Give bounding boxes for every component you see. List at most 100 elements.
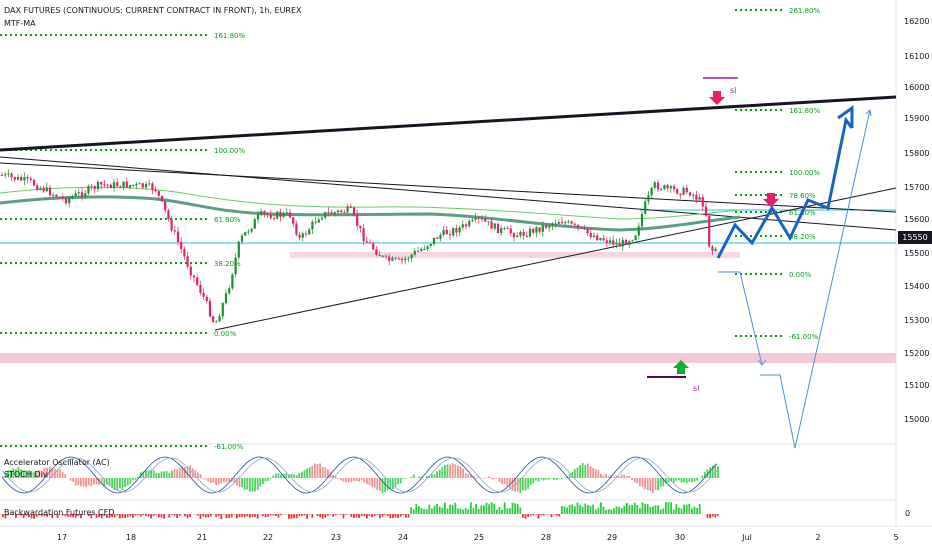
stoch-indicator-label[interactable]: STOCH Div xyxy=(4,470,48,479)
backwardation-bar xyxy=(542,514,545,516)
ac-bar xyxy=(350,478,353,482)
backwardation-bar xyxy=(532,514,535,516)
candle-body xyxy=(669,186,672,189)
candle-body xyxy=(656,182,660,190)
ac-bar xyxy=(202,478,204,479)
backwardation-bar xyxy=(295,514,298,519)
ac-bar xyxy=(303,470,306,478)
backwardation-bar xyxy=(459,508,462,514)
time-tick-label: 5 xyxy=(893,533,898,542)
time-tick-label: 25 xyxy=(474,533,484,542)
time-axis: 17 18 21 22 23 24 25 28 29 30 Jul 2 5 xyxy=(57,533,899,542)
candle-body xyxy=(317,219,320,223)
backwardation-bar xyxy=(4,514,7,519)
backwardation-bar xyxy=(646,504,649,514)
backwardation-bar xyxy=(160,514,163,518)
backwardation-bar xyxy=(95,514,98,518)
candle-body xyxy=(138,183,141,185)
ac-bar xyxy=(236,478,238,486)
ac-bar xyxy=(527,478,529,489)
backwardation-bar xyxy=(100,514,103,519)
ac-bar xyxy=(600,473,602,478)
ac-bar xyxy=(516,478,519,492)
ac-bar xyxy=(111,478,113,488)
ac-bar xyxy=(275,473,277,478)
ac-bar xyxy=(158,473,160,478)
candle-body xyxy=(359,225,362,229)
backwardation-bar xyxy=(246,514,249,517)
ac-indicator-label[interactable]: Accelerator Oscillator (AC) xyxy=(4,458,110,467)
ac-bar xyxy=(7,470,9,478)
backwardation-bar xyxy=(243,514,246,518)
ac-bar xyxy=(210,478,212,483)
backwardation-bar xyxy=(454,502,457,514)
candle-body xyxy=(477,217,480,219)
upper-trendline[interactable] xyxy=(0,95,897,152)
ac-bar xyxy=(319,463,321,478)
backwardation-bar xyxy=(425,509,428,514)
ac-bar xyxy=(496,478,498,479)
backwardation-bar xyxy=(35,514,38,517)
ac-bar xyxy=(56,469,59,478)
ac-bar xyxy=(87,478,90,486)
backwardation-bar xyxy=(152,514,155,517)
backwardation-bar xyxy=(275,514,277,516)
candle-body xyxy=(464,224,468,227)
candle-body xyxy=(96,181,100,190)
ac-bar xyxy=(363,478,366,483)
backwardation-bar xyxy=(74,514,77,518)
current-price-tag: 15550 xyxy=(898,231,932,244)
candle-body xyxy=(180,241,183,250)
ac-bar xyxy=(412,474,415,478)
candle-body xyxy=(304,233,308,235)
backwardation-bar xyxy=(506,508,509,514)
ac-bar xyxy=(41,471,43,478)
ac-bar xyxy=(670,478,672,482)
backwardation-bar xyxy=(618,506,620,514)
backwardation-bar xyxy=(462,509,464,514)
ac-bar xyxy=(659,478,662,487)
ac-bar xyxy=(535,478,537,481)
ac-bar xyxy=(342,478,345,482)
ac-bar xyxy=(464,473,467,478)
candle-body xyxy=(490,221,493,229)
candle-body xyxy=(538,227,541,232)
backwardation-bar xyxy=(254,514,256,517)
ac-bar xyxy=(30,471,33,478)
backwardation-bar xyxy=(267,514,269,517)
backwardation-bar xyxy=(197,514,199,516)
fib-right-label: 100.00% xyxy=(789,169,820,177)
ac-bar xyxy=(173,469,176,478)
ac-bar xyxy=(589,466,592,478)
ac-bar xyxy=(100,478,103,485)
backwardation-bar xyxy=(433,505,436,514)
backwardation-indicator-label[interactable]: Backwardation Futures CFD xyxy=(4,508,115,517)
backwardation-bar xyxy=(470,502,472,514)
ac-bar xyxy=(163,471,165,478)
candle-body xyxy=(164,201,167,211)
descending-trendline-2[interactable] xyxy=(0,162,897,213)
fib-right-label: 38.20% xyxy=(789,233,816,241)
backwardation-bar xyxy=(301,514,303,516)
ac-bar xyxy=(641,478,644,488)
ac-bar xyxy=(35,471,38,478)
ac-histogram xyxy=(2,463,719,494)
candle-body xyxy=(410,254,413,259)
backwardation-bar xyxy=(350,514,353,517)
backwardation-bar xyxy=(207,514,210,518)
candle-body xyxy=(711,246,714,251)
candle-body xyxy=(439,234,442,239)
candle-body xyxy=(87,186,90,194)
ac-bar xyxy=(254,478,256,492)
ascending-trendline[interactable] xyxy=(214,187,897,331)
fib-left-group xyxy=(0,34,210,447)
ac-bar xyxy=(358,478,360,482)
candle-body xyxy=(183,249,186,257)
ac-bar xyxy=(584,465,587,478)
descending-trendline[interactable] xyxy=(0,156,897,231)
ac-bar xyxy=(602,475,605,478)
ac-bar xyxy=(436,471,438,478)
backwardation-bar xyxy=(147,514,150,517)
backwardation-bar xyxy=(38,514,41,516)
